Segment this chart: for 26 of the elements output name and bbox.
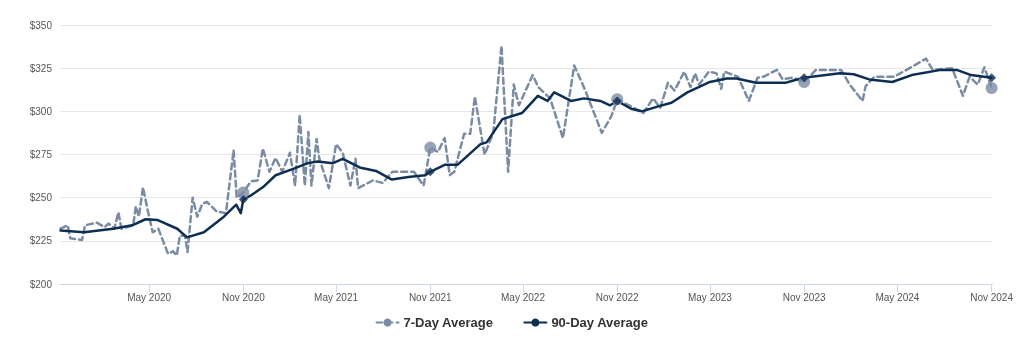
point (799, 73, 809, 83)
x-tick-label: May 2020 (127, 291, 172, 303)
y-tick-label: $225 (29, 235, 53, 247)
x-tick-label: Nov 2021 (408, 291, 453, 303)
x-tick-label: Nov 2022 (595, 291, 640, 303)
point (425, 167, 435, 177)
legend-label: 90-Day Average (551, 315, 648, 330)
y-tick-label: $200 (29, 278, 53, 290)
point (238, 194, 248, 204)
point (237, 186, 250, 199)
x-tick-label: May 2023 (687, 291, 733, 303)
point (985, 82, 998, 95)
point (987, 73, 997, 83)
x-tick-label: May 2024 (875, 291, 920, 303)
y-tick-label: $275 (29, 149, 53, 160)
x-tick-label: Nov 2023 (782, 291, 826, 303)
y-tick-label: $350 (29, 19, 53, 31)
x-tick-label: Nov 2024 (970, 291, 1014, 303)
x-tick-label: May 2022 (501, 291, 546, 303)
point (424, 141, 437, 154)
y-tick-label: $325 (29, 62, 53, 74)
y-tick-label: $250 (29, 192, 53, 204)
y-tick-label: $300 (29, 105, 53, 117)
x-tick-label: Nov 2020 (221, 291, 266, 303)
legend-label: 7-Day Average (403, 315, 493, 330)
x-tick-label: May 2021 (314, 291, 359, 303)
